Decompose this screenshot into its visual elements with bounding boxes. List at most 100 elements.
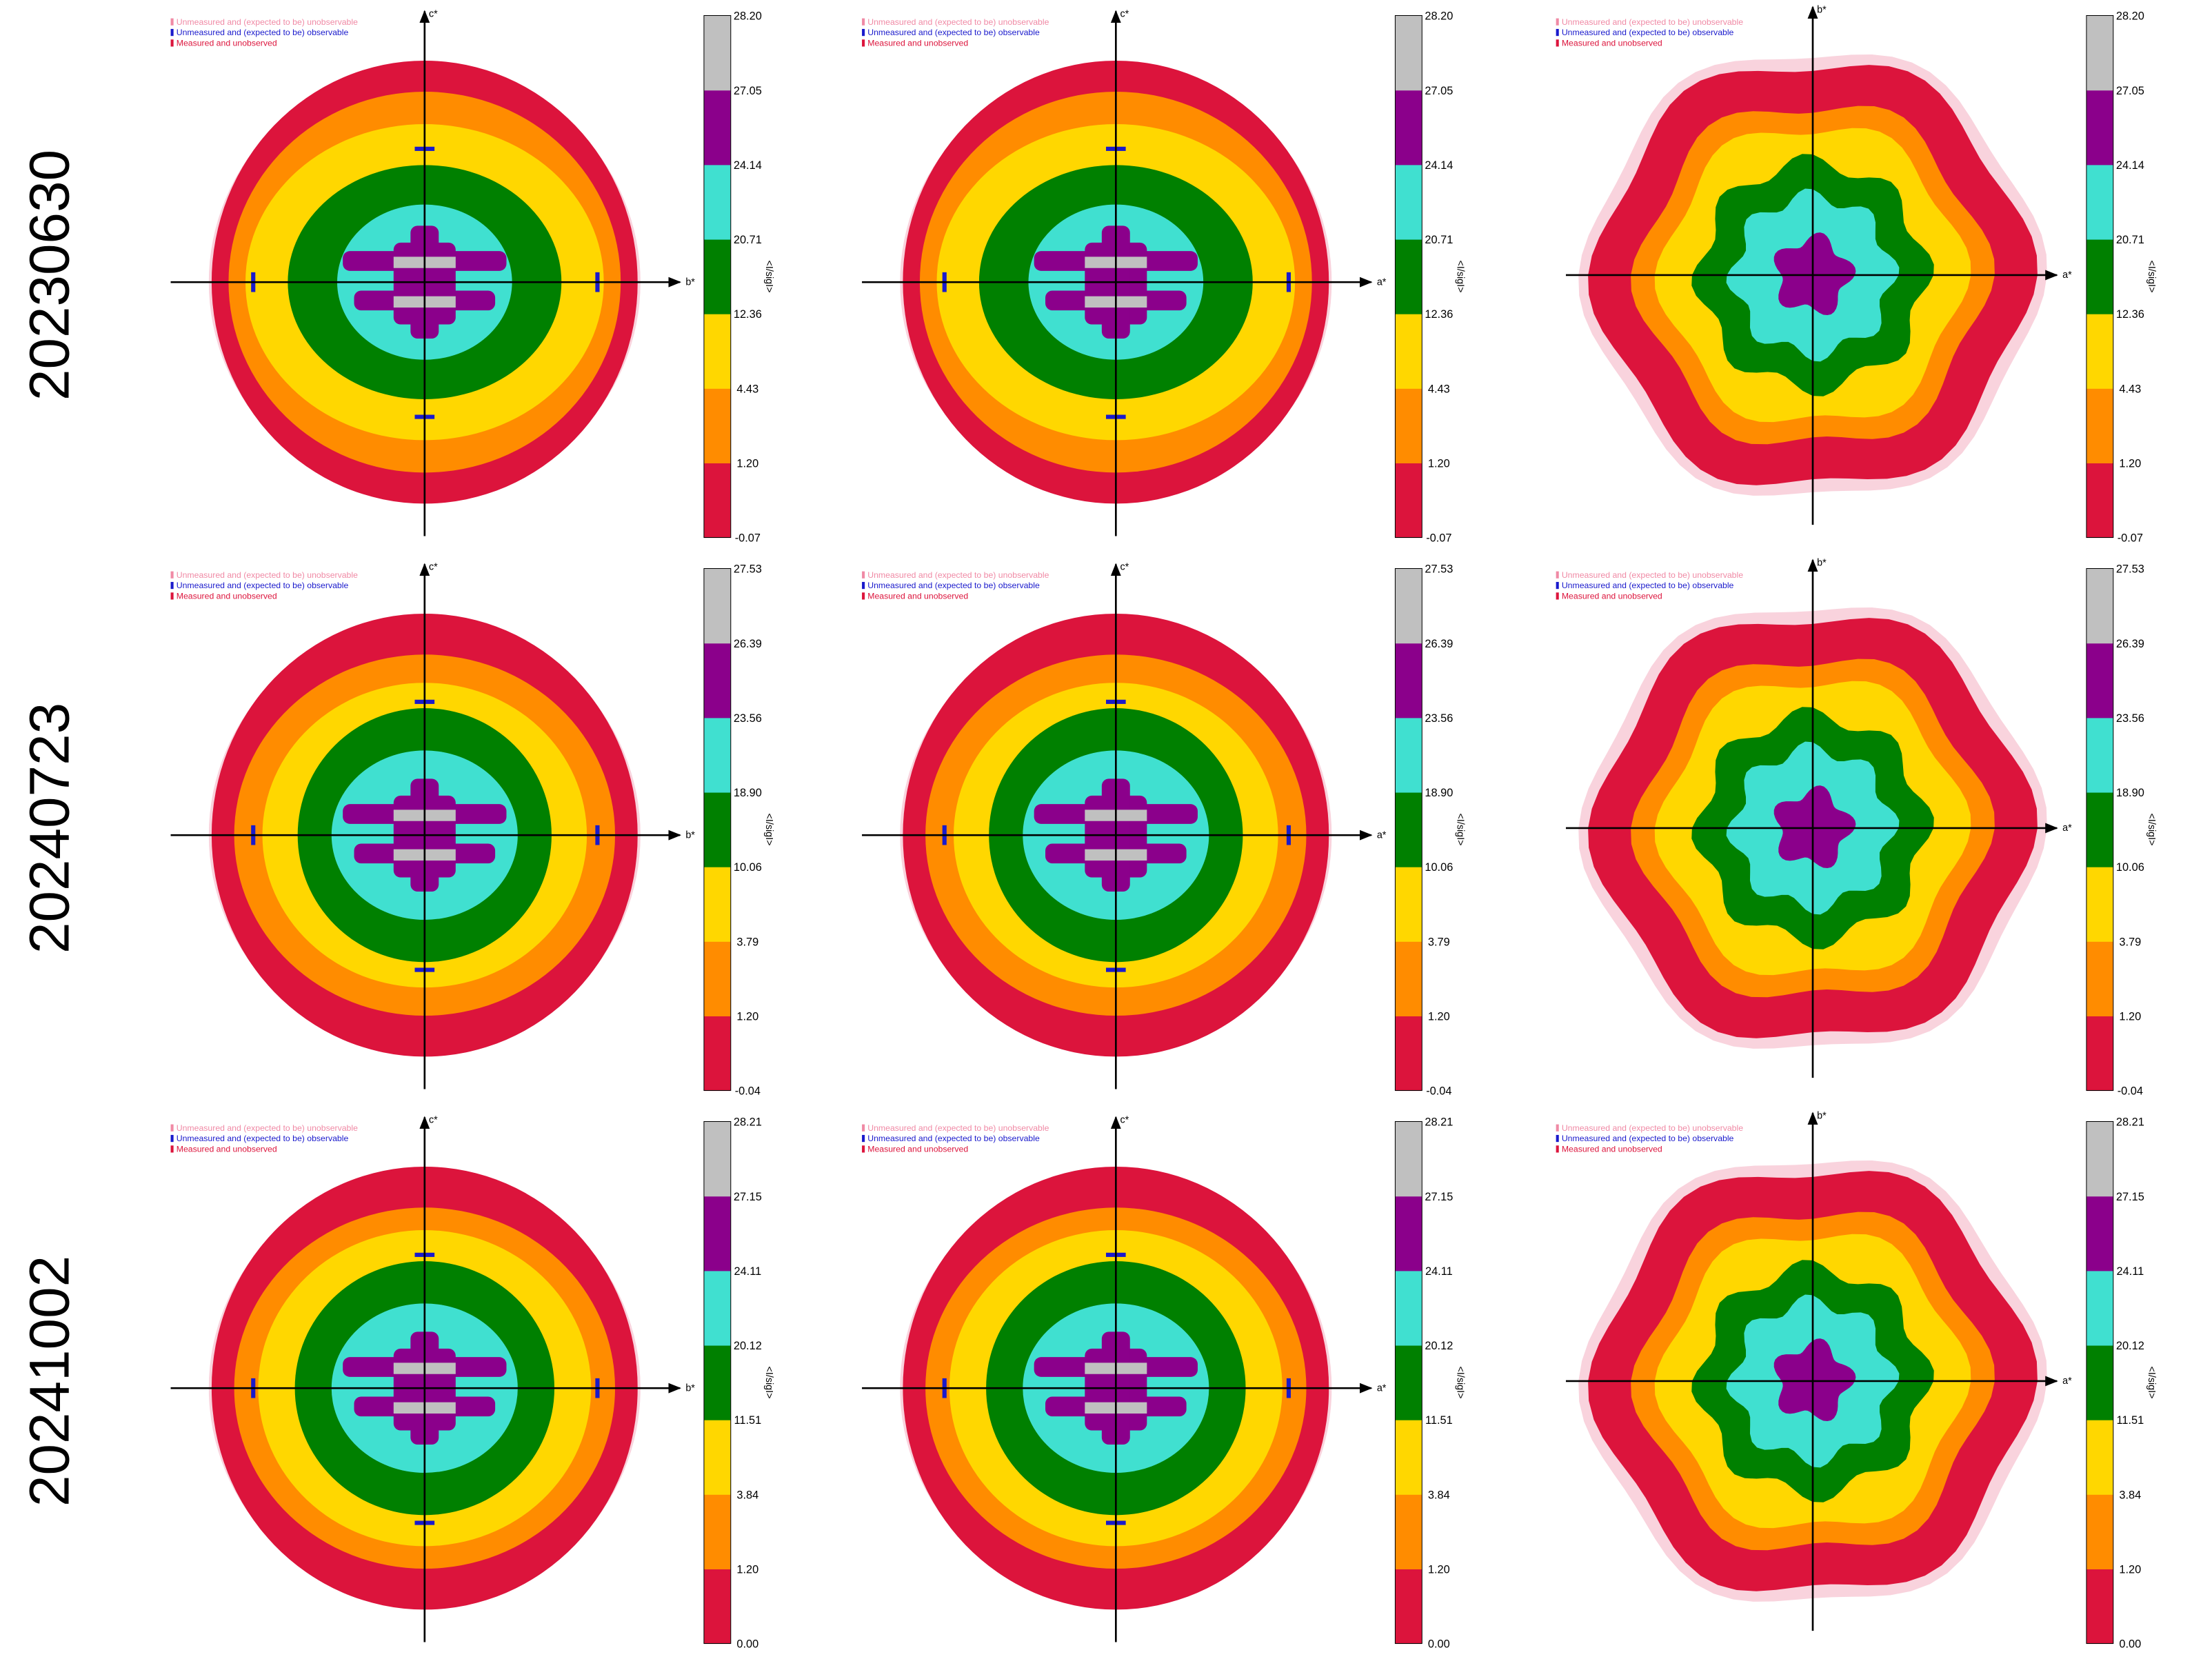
legend-entry: Measured and unobserved <box>1562 38 1662 48</box>
legend-swatch <box>1556 1145 1559 1153</box>
colorbar-tick-label: 10.06 <box>734 861 762 874</box>
colorbar-tick-label: 28.21 <box>2116 1116 2144 1129</box>
axis-label: a* <box>2062 270 2072 281</box>
legend-swatch <box>862 592 865 600</box>
colorbar-segment <box>703 1420 731 1495</box>
colorbar-tick-label: 23.56 <box>2116 712 2144 725</box>
colorbar-segment <box>2086 792 2113 867</box>
colorbar-tick-label: 24.14 <box>1425 159 1453 172</box>
colorbar-segment <box>1395 239 1422 314</box>
colorbar-tick-label: 26.39 <box>734 638 762 650</box>
legend-entry: Unmeasured and (expected to be) observab… <box>177 28 349 37</box>
colorbar-label: <I/sigI> <box>1454 261 1465 293</box>
legend-swatch <box>170 18 174 26</box>
colorbar-tick-label: 1.20 <box>2119 1010 2141 1023</box>
axis-label: a* <box>2062 1376 2072 1387</box>
colorbar-tick-label: 0.00 <box>1428 1638 1450 1651</box>
axis-label: c* <box>1120 1115 1129 1126</box>
colorbar-segment <box>703 388 731 463</box>
legend-swatch <box>170 1145 174 1153</box>
row-label: 20240723 <box>18 703 81 954</box>
colorbar-tick-label: 27.05 <box>1425 85 1453 97</box>
colorbar-segment <box>2086 1494 2113 1569</box>
legend-entry: Unmeasured and (expected to be) observab… <box>1562 1134 1734 1143</box>
colorbar-tick-label: 24.11 <box>1425 1265 1453 1278</box>
legend-swatch <box>1556 592 1559 600</box>
legend-swatch <box>170 581 174 590</box>
axis-label: c* <box>1120 562 1129 573</box>
colorbar-tick-label: 4.43 <box>1428 383 1450 395</box>
legend-entry: Unmeasured and (expected to be) unobserv… <box>177 17 358 27</box>
legend-swatch <box>170 39 174 47</box>
colorbar-frame <box>1394 1120 1422 1645</box>
colorbar-tick-label: 4.43 <box>736 383 758 395</box>
region <box>1773 1338 1856 1422</box>
colorbar-segment <box>2086 643 2113 718</box>
colorbar-tick-label: 23.56 <box>1425 712 1453 725</box>
legend-entry: Measured and unobserved <box>867 591 968 601</box>
axis-label: b* <box>1817 4 1827 15</box>
colorbar-tick-label: 1.20 <box>1428 457 1450 470</box>
axis-label: b* <box>1817 1110 1827 1121</box>
colorbar-frame <box>1394 567 1422 1092</box>
colorbar-tick-label: -0.07 <box>1426 532 1451 545</box>
legend-swatch <box>170 1124 174 1132</box>
colorbar-tick-label: 18.90 <box>734 787 762 799</box>
colorbar-segment <box>1395 1345 1422 1420</box>
colorbar-tick-label: 4.43 <box>2119 383 2141 395</box>
colorbar-tick-label: 27.05 <box>2116 85 2144 97</box>
colorbar-segment <box>2086 164 2113 240</box>
legend-swatch <box>1556 571 1559 579</box>
legend-swatch <box>1556 18 1559 26</box>
legend-swatch <box>170 28 174 37</box>
colorbar-frame <box>2086 567 2114 1092</box>
axis-label: a* <box>1377 830 1387 841</box>
colorbar-tick-label: 18.90 <box>1425 787 1453 799</box>
colorbar-segment <box>703 1569 731 1645</box>
colorbar-segment <box>703 463 731 539</box>
colorbar-tick-label: 24.14 <box>2116 159 2144 172</box>
colorbar-label: <I/sigI> <box>2146 814 2157 846</box>
colorbar-label: <I/sigI> <box>763 1367 774 1399</box>
colorbar-label: <I/sigI> <box>2146 1367 2157 1399</box>
colorbar-tick-label: 3.79 <box>2119 936 2141 948</box>
colorbar-tick-label: 12.36 <box>2116 308 2144 321</box>
colorbar-segment <box>703 164 731 240</box>
legend-entry: Unmeasured and (expected to be) unobserv… <box>867 1123 1049 1133</box>
colorbar-frame <box>703 1120 732 1645</box>
colorbar-tick-label: 20.12 <box>734 1340 762 1352</box>
legend-swatch <box>170 592 174 600</box>
colorbar-segment <box>703 1494 731 1569</box>
colorbar-tick-label: 3.84 <box>1428 1489 1450 1501</box>
colorbar-segment <box>703 314 731 389</box>
colorbar-segment <box>1395 1494 1422 1569</box>
colorbar-segment <box>703 15 731 91</box>
legend-swatch <box>862 1145 865 1153</box>
legend-entry: Measured and unobserved <box>1562 591 1662 601</box>
axis-label: b* <box>685 276 695 288</box>
colorbar-tick-label: 12.36 <box>734 308 762 321</box>
colorbar-segment <box>1395 568 1422 644</box>
legend-swatch <box>862 1124 865 1132</box>
colorbar-frame <box>703 14 732 539</box>
colorbar-tick-label: 26.39 <box>2116 638 2144 650</box>
colorbar-tick-label: 1.20 <box>2119 1563 2141 1576</box>
colorbar-segment <box>703 1121 731 1197</box>
colorbar-tick-label: 24.14 <box>734 159 762 172</box>
colorbar-segment <box>2086 1569 2113 1645</box>
row-label: 20241002 <box>18 1256 81 1507</box>
axis-label: a* <box>1377 276 1387 288</box>
legend-entry: Unmeasured and (expected to be) unobserv… <box>1562 570 1743 580</box>
axis-label: b* <box>685 830 695 841</box>
colorbar-tick-label: 1.20 <box>736 1010 758 1023</box>
legend-swatch <box>170 1134 174 1143</box>
legend-swatch <box>862 581 865 590</box>
colorbar-tick-label: -0.07 <box>2118 532 2143 545</box>
colorbar-tick-label: 27.53 <box>2116 563 2144 576</box>
colorbar-frame <box>2086 14 2114 539</box>
colorbar-segment <box>703 90 731 165</box>
colorbar-label: <I/sigI> <box>763 261 774 293</box>
legend-swatch <box>1556 39 1559 47</box>
colorbar-segment <box>703 1270 731 1346</box>
axis-label: a* <box>1377 1382 1387 1394</box>
